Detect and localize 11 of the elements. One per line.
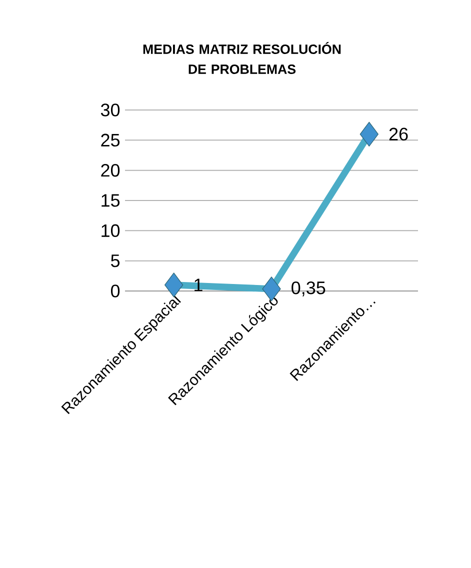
point — [360, 122, 378, 146]
y-tick-label: 10 — [102, 224, 120, 238]
chart-title: MEDIAS MATRIZ RESOLUCIÓN DE PROBLEMAS — [143, 42, 341, 74]
y-tick-label: 5 — [110, 254, 120, 268]
y-tick-label: 25 — [101, 134, 120, 147]
y-tick-label: 30 — [100, 104, 120, 116]
y-tick-label: 20 — [101, 164, 120, 177]
data-label: 0,35 — [292, 281, 326, 296]
y-tick-label: 0 — [110, 284, 120, 298]
data-label: 26 — [389, 128, 408, 141]
y-tick-label: 15 — [102, 194, 120, 207]
